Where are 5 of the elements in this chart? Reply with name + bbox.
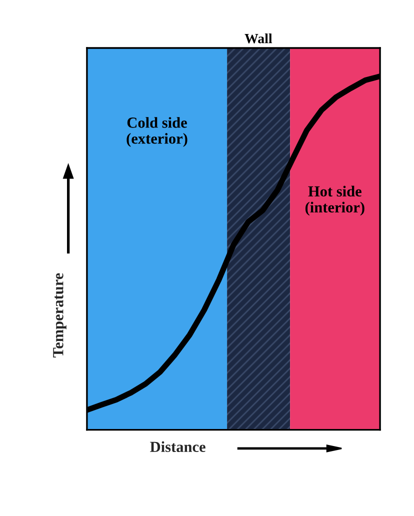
- annotation: Hot side (interior): [305, 186, 364, 216]
- y-axis-title: Temperature: [53, 273, 66, 358]
- annotation: Cold side (exterior): [126, 117, 188, 147]
- text: Wall: [244, 33, 272, 44]
- x-axis-title: Distance: [150, 441, 206, 452]
